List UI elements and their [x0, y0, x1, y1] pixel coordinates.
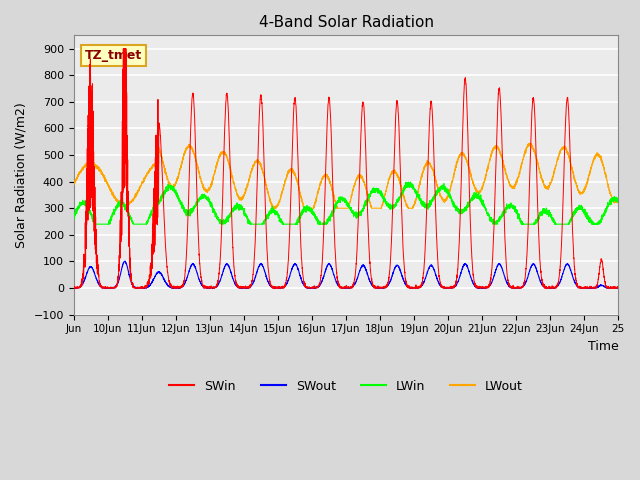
Legend: SWin, SWout, LWin, LWout: SWin, SWout, LWin, LWout [164, 375, 528, 398]
Text: TZ_tmet: TZ_tmet [84, 49, 142, 62]
X-axis label: Time: Time [588, 340, 618, 353]
Y-axis label: Solar Radiation (W/m2): Solar Radiation (W/m2) [15, 102, 28, 248]
Title: 4-Band Solar Radiation: 4-Band Solar Radiation [259, 15, 433, 30]
